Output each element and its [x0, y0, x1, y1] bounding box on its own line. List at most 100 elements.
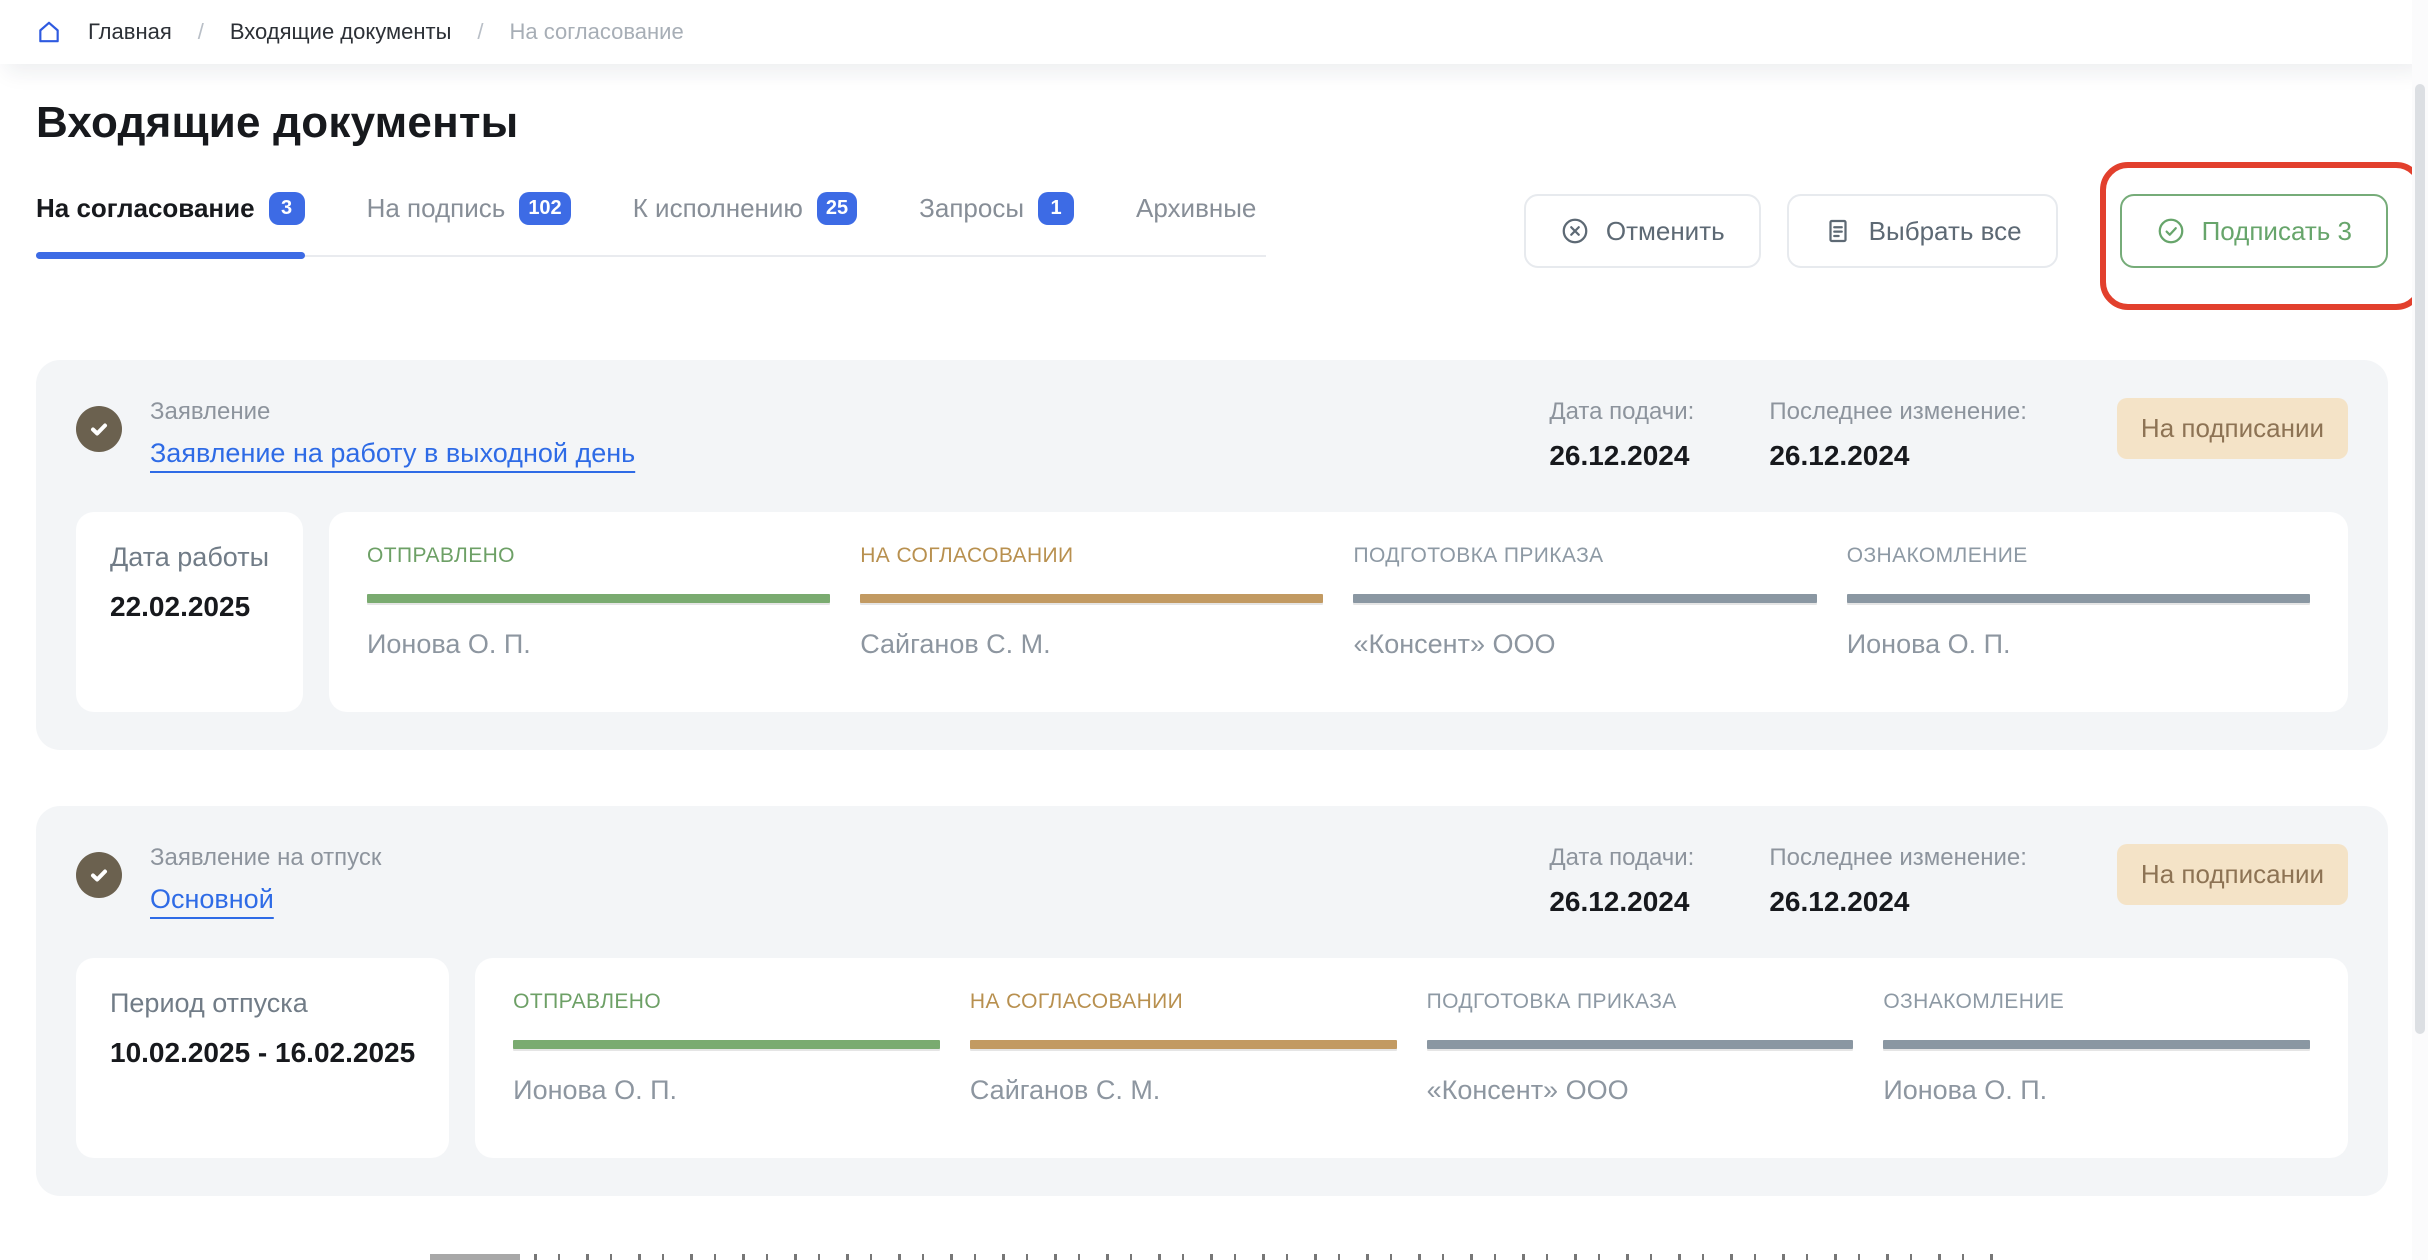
- tab-count-badge: 3: [268, 192, 305, 225]
- stage-label: ОЗНАКОМЛЕНИЕ: [1846, 544, 2028, 567]
- cancel-button-label: Отменить: [1605, 215, 1725, 246]
- stage-progress-bar: [513, 1040, 940, 1049]
- document-link[interactable]: Заявление на работу в выходной день: [150, 438, 636, 468]
- breadcrumb-item-current: На согласование: [509, 19, 684, 44]
- tab-count-badge: 1: [1038, 192, 1075, 225]
- stage-order-preparation: ПОДГОТОВКА ПРИКАЗА «Консент» ООО: [1426, 990, 1854, 1126]
- stage-person: Сайганов С. М.: [860, 629, 1051, 659]
- toolbar: На согласование 3 На подпись 102 К испол…: [36, 162, 2424, 310]
- stage-label: ПОДГОТОВКА ПРИКАЗА: [1353, 544, 1604, 567]
- status-badge: На подписании: [2116, 844, 2348, 905]
- breadcrumb-separator: /: [197, 19, 204, 44]
- stage-acknowledgement: ОЗНАКОМЛЕНИЕ Ионова О. П.: [1846, 544, 2310, 680]
- stage-progress-bar: [860, 594, 1324, 603]
- sign-button-label: Подписать 3: [2201, 215, 2352, 246]
- tab-label: На согласование: [36, 193, 255, 223]
- modified-date-label: Последнее изменение:: [1769, 844, 2027, 871]
- sign-button[interactable]: Подписать 3: [2119, 194, 2388, 268]
- check-circle-icon: [2158, 218, 2183, 244]
- scrollbar-track[interactable]: [2412, 0, 2428, 1260]
- stage-approval: НА СОГЛАСОВАНИИ Сайганов С. М.: [969, 990, 1397, 1126]
- modified-date-block: Последнее изменение: 26.12.2024: [1769, 398, 2027, 472]
- tab-label: Запросы: [919, 193, 1025, 223]
- document-link[interactable]: Основной: [150, 884, 274, 914]
- stage-progress-bar: [1426, 1040, 1854, 1049]
- document-dates: Дата подачи: 26.12.2024 Последнее измене…: [1549, 398, 2027, 472]
- stage-label: ОЗНАКОМЛЕНИЕ: [1883, 990, 2065, 1013]
- stage-acknowledgement: ОЗНАКОМЛЕНИЕ Ионова О. П.: [1883, 990, 2311, 1126]
- stage-person: Ионова О. П.: [1846, 629, 2011, 659]
- workflow-stages: ОТПРАВЛЕНО Ионова О. П. НА СОГЛАСОВАНИИ …: [475, 958, 2348, 1158]
- stage-progress-bar: [1846, 594, 2310, 603]
- stage-person: Сайганов С. М.: [969, 1075, 1161, 1105]
- document-type-label: Заявление: [150, 398, 271, 425]
- select-all-button[interactable]: Выбрать все: [1786, 194, 2058, 268]
- tab-k-ispolneniyu[interactable]: К исполнению 25: [632, 192, 858, 225]
- tab-na-soglasovanie[interactable]: На согласование 3: [36, 192, 305, 259]
- stage-progress-bar: [366, 594, 831, 603]
- tab-count-badge: 102: [519, 192, 571, 225]
- document-card: Заявление на отпуск Основной Дата подачи…: [36, 806, 2388, 1196]
- tab-zaprosy[interactable]: Запросы 1: [919, 192, 1075, 225]
- clipped-next-row: [430, 1254, 1998, 1260]
- tab-arkhivnye[interactable]: Архивные: [1136, 192, 1256, 225]
- tab-label: К исполнению: [632, 193, 803, 223]
- page-title: Входящие документы: [36, 98, 519, 147]
- tab-count-badge: 25: [816, 192, 858, 225]
- submit-date-label: Дата подачи:: [1549, 844, 1695, 871]
- document-titles: Заявление Заявление на работу в выходной…: [150, 398, 1549, 469]
- stage-approval: НА СОГЛАСОВАНИИ Сайганов С. М.: [860, 544, 1324, 680]
- submit-date-value: 26.12.2024: [1549, 440, 1690, 471]
- stage-person: «Консент» ООО: [1353, 629, 1556, 659]
- breadcrumb-bar: Главная / Входящие документы / На соглас…: [0, 0, 2428, 64]
- select-all-button-label: Выбрать все: [1868, 215, 2022, 246]
- stage-sent: ОТПРАВЛЕНО Ионова О. П.: [366, 544, 831, 680]
- card-body: Период отпуска 10.02.2025 - 16.02.2025 О…: [76, 958, 2348, 1158]
- tab-na-podpis[interactable]: На подпись 102: [367, 192, 571, 225]
- sign-button-annotated: Подписать 3: [2099, 162, 2424, 310]
- status-badge: На подписании: [2116, 398, 2348, 459]
- stage-person: Ионова О. П.: [366, 629, 531, 659]
- info-label: Период отпуска: [110, 988, 308, 1018]
- cancel-button[interactable]: Отменить: [1523, 194, 1761, 268]
- document-list-icon: [1829, 219, 1847, 243]
- tab-label: Архивные: [1136, 193, 1257, 223]
- modified-date-block: Последнее изменение: 26.12.2024: [1769, 844, 2027, 918]
- card-body: Дата работы 22.02.2025 ОТПРАВЛЕНО Ионова…: [76, 512, 2348, 712]
- stage-progress-bar: [1883, 1040, 2311, 1049]
- checkmark-icon: [91, 423, 107, 436]
- breadcrumb-separator: /: [477, 19, 484, 44]
- info-value: 22.02.2025: [110, 591, 251, 622]
- scrollbar-thumb[interactable]: [2415, 84, 2425, 1034]
- modified-date-value: 26.12.2024: [1769, 440, 1910, 471]
- stage-person: Ионова О. П.: [513, 1075, 677, 1105]
- cancel-circle-icon: [1562, 218, 1588, 244]
- document-card: Заявление Заявление на работу в выходной…: [36, 360, 2388, 750]
- stage-label: ПОДГОТОВКА ПРИКАЗА: [1426, 990, 1677, 1013]
- submit-date-value: 26.12.2024: [1549, 886, 1690, 917]
- stage-person: Ионова О. П.: [1883, 1075, 2048, 1105]
- breadcrumb-item-home[interactable]: Главная: [88, 19, 172, 44]
- submit-date-block: Дата подачи: 26.12.2024: [1549, 844, 1694, 918]
- breadcrumb-item-incoming[interactable]: Входящие документы: [229, 19, 452, 44]
- submit-date-block: Дата подачи: 26.12.2024: [1549, 398, 1694, 472]
- info-value: 10.02.2025 - 16.02.2025: [110, 1037, 416, 1068]
- modified-date-label: Последнее изменение:: [1769, 398, 2027, 425]
- action-buttons: Отменить Выбрать все Подписать 3: [1523, 162, 2424, 310]
- document-checkbox-checked[interactable]: [76, 406, 122, 452]
- tab-bar: На согласование 3 На подпись 102 К испол…: [36, 192, 1267, 259]
- vacation-period-box: Период отпуска 10.02.2025 - 16.02.2025: [76, 958, 450, 1158]
- stage-sent: ОТПРАВЛЕНО Ионова О. П.: [513, 990, 940, 1126]
- card-header: Заявление Заявление на работу в выходной…: [76, 398, 2348, 472]
- card-header: Заявление на отпуск Основной Дата подачи…: [76, 844, 2348, 918]
- document-type-label: Заявление на отпуск: [150, 844, 382, 871]
- stage-progress-bar: [1353, 594, 1817, 603]
- stage-label: ОТПРАВЛЕНО: [366, 544, 515, 567]
- stage-label: НА СОГЛАСОВАНИИ: [860, 544, 1074, 567]
- document-titles: Заявление на отпуск Основной: [150, 844, 1549, 915]
- stage-label: НА СОГЛАСОВАНИИ: [969, 990, 1184, 1013]
- info-label: Дата работы: [110, 542, 269, 572]
- home-icon[interactable]: [36, 19, 62, 45]
- document-checkbox-checked[interactable]: [76, 852, 122, 898]
- workflow-stages: ОТПРАВЛЕНО Ионова О. П. НА СОГЛАСОВАНИИ …: [328, 512, 2348, 712]
